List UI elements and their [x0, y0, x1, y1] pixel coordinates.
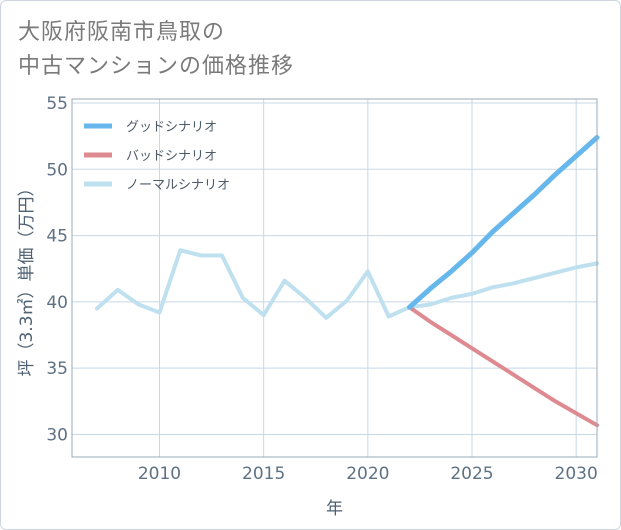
x-tick-label: 2010 [138, 464, 181, 484]
series-line-bad [407, 305, 599, 428]
series-line-normal [95, 248, 599, 320]
legend-label-bad: バッドシナリオ [126, 149, 217, 164]
y-tick-label: 40 [46, 293, 68, 313]
title-line-1: 大阪府阪南市鳥取の [18, 20, 226, 45]
x-tick-label: 2020 [346, 464, 389, 484]
series-line-good [407, 135, 600, 310]
axis-ticks: 2010 2015 2020 2025 2030 30 35 40 45 50 55 [46, 94, 597, 484]
legend-label-good: グッドシナリオ [126, 120, 217, 135]
legend-label-normal: ノーマルシナリオ [126, 178, 230, 193]
series-lines [95, 135, 600, 428]
x-tick-label: 2015 [242, 464, 285, 484]
y-axis-label: 坪（3.3㎡）単価（万円） [17, 179, 37, 376]
y-tick-label: 30 [46, 425, 68, 445]
chart-title: 大阪府阪南市鳥取の 中古マンションの価格推移 [18, 16, 294, 84]
x-tick-label: 2030 [555, 464, 598, 484]
y-tick-label: 35 [46, 359, 68, 379]
title-line-2: 中古マンションの価格推移 [18, 54, 295, 79]
y-tick-label: 55 [46, 94, 68, 114]
y-tick-label: 45 [46, 227, 68, 247]
x-axis-label: 年 [326, 499, 343, 519]
plot-border [71, 98, 598, 458]
grid-lines [72, 99, 597, 457]
x-tick-label: 2025 [450, 464, 493, 484]
y-tick-label: 50 [46, 160, 68, 180]
